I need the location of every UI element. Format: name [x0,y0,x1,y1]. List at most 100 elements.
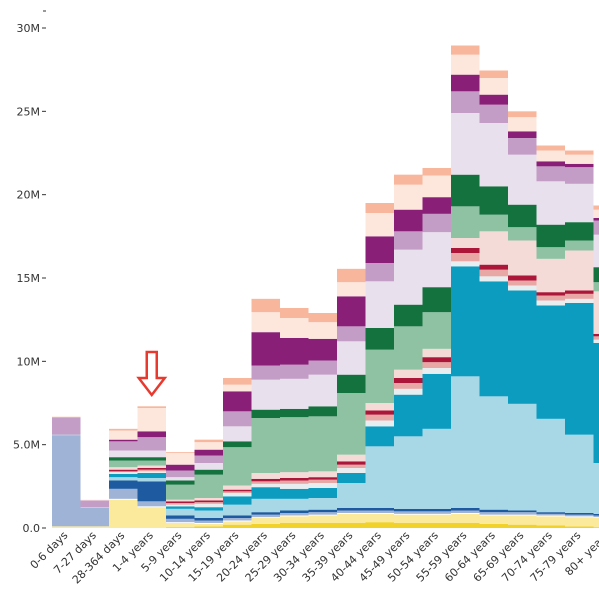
bar-segment [479,514,508,516]
bar-stack [194,439,223,528]
bar-segment [337,523,366,528]
bar-segment [508,290,537,404]
bar-segment [337,326,366,342]
bar-segment [280,488,309,499]
bar-segment [508,204,537,228]
bar-segment [422,168,451,176]
bar-segment [251,312,280,333]
bar-segment [137,481,166,502]
bar-segment [137,431,166,438]
bar-segment [109,472,138,474]
bar-segment [194,507,223,511]
bar-segment [194,510,223,518]
bar-segment [422,175,451,198]
bar-segment [109,498,138,500]
bar-segment [194,523,223,527]
bar-segment [451,238,480,248]
bar-segment [251,409,280,418]
bar-segment [280,483,309,489]
bar-segment [451,206,480,238]
bar-segment [422,514,451,523]
bar-segment [337,374,366,393]
bar-segment [508,280,537,286]
bar-segment [251,518,280,524]
bar-segment [479,231,508,265]
bar-segment [593,463,599,514]
bar-segment [280,378,309,409]
bar-segment [194,474,223,498]
bar-segment [536,295,565,301]
bar-segment [223,496,252,505]
bar-segment [508,154,537,205]
bar-segment [508,524,537,528]
bar-segment [109,471,138,473]
bar-segment [365,410,394,415]
bar-segment [593,517,599,518]
bar-segment [536,300,565,306]
bar-segment [365,414,394,421]
bar-segment [565,514,594,517]
bar-segment [479,281,508,397]
bar-segment [451,253,480,262]
bar-segment [479,515,508,524]
bar-segment [422,197,451,214]
bar-segment [109,480,138,489]
bar-segment [251,379,280,410]
bars [52,45,599,528]
bar-stack [80,499,109,528]
bar-segment [251,514,280,518]
bar-segment [422,373,451,429]
bar-segment [422,362,451,368]
bar-segment [308,523,337,528]
bar-segment [137,469,166,472]
bar-segment [565,290,594,294]
bar-segment [365,446,394,508]
bar-segment [593,515,599,518]
bar-segment [479,509,508,513]
bar-segment [479,94,508,105]
bar-segment [508,403,537,511]
bar-segment [422,368,451,374]
bar-segment [137,506,166,508]
bar-segment [166,484,195,500]
bar-segment [223,489,252,492]
bar-segment [223,411,252,427]
y-tick-label: 30M [17,22,41,35]
bar-segment [508,275,537,281]
bar-segment [251,365,280,380]
bar-segment [166,480,195,485]
bar-segment [536,512,565,514]
bar-segment [194,498,223,501]
bar-segment [337,454,366,462]
bar-segment [593,527,599,528]
bar-segment [451,266,480,377]
bar-segment [479,269,508,277]
bar-segment [593,209,599,218]
bar-segment [565,163,594,168]
bar-segment [365,508,394,511]
bar-segment [109,441,138,451]
bar-segment [365,349,394,403]
bar-segment [422,357,451,363]
bar-segment [166,522,195,523]
bar-segment [194,520,223,523]
y-tick-label: 5.0M [13,439,40,452]
bar-segment [394,304,423,327]
bar-segment [251,481,280,484]
bar-segment [280,478,309,481]
bar-segment [508,510,537,513]
bar-segment [308,322,337,339]
bar-segment [137,471,166,473]
bar-segment [52,526,81,528]
bar-segment [280,480,309,484]
bar-segment [479,214,508,232]
bar-segment [337,468,366,473]
bar-segment [394,369,423,378]
bar-segment [308,479,337,483]
bar-segment [166,499,195,502]
bar-segment [137,468,166,470]
down-arrow-icon [136,350,168,398]
bar-segment [280,516,309,523]
bar-segment [593,234,599,268]
bar-segment [308,477,337,480]
